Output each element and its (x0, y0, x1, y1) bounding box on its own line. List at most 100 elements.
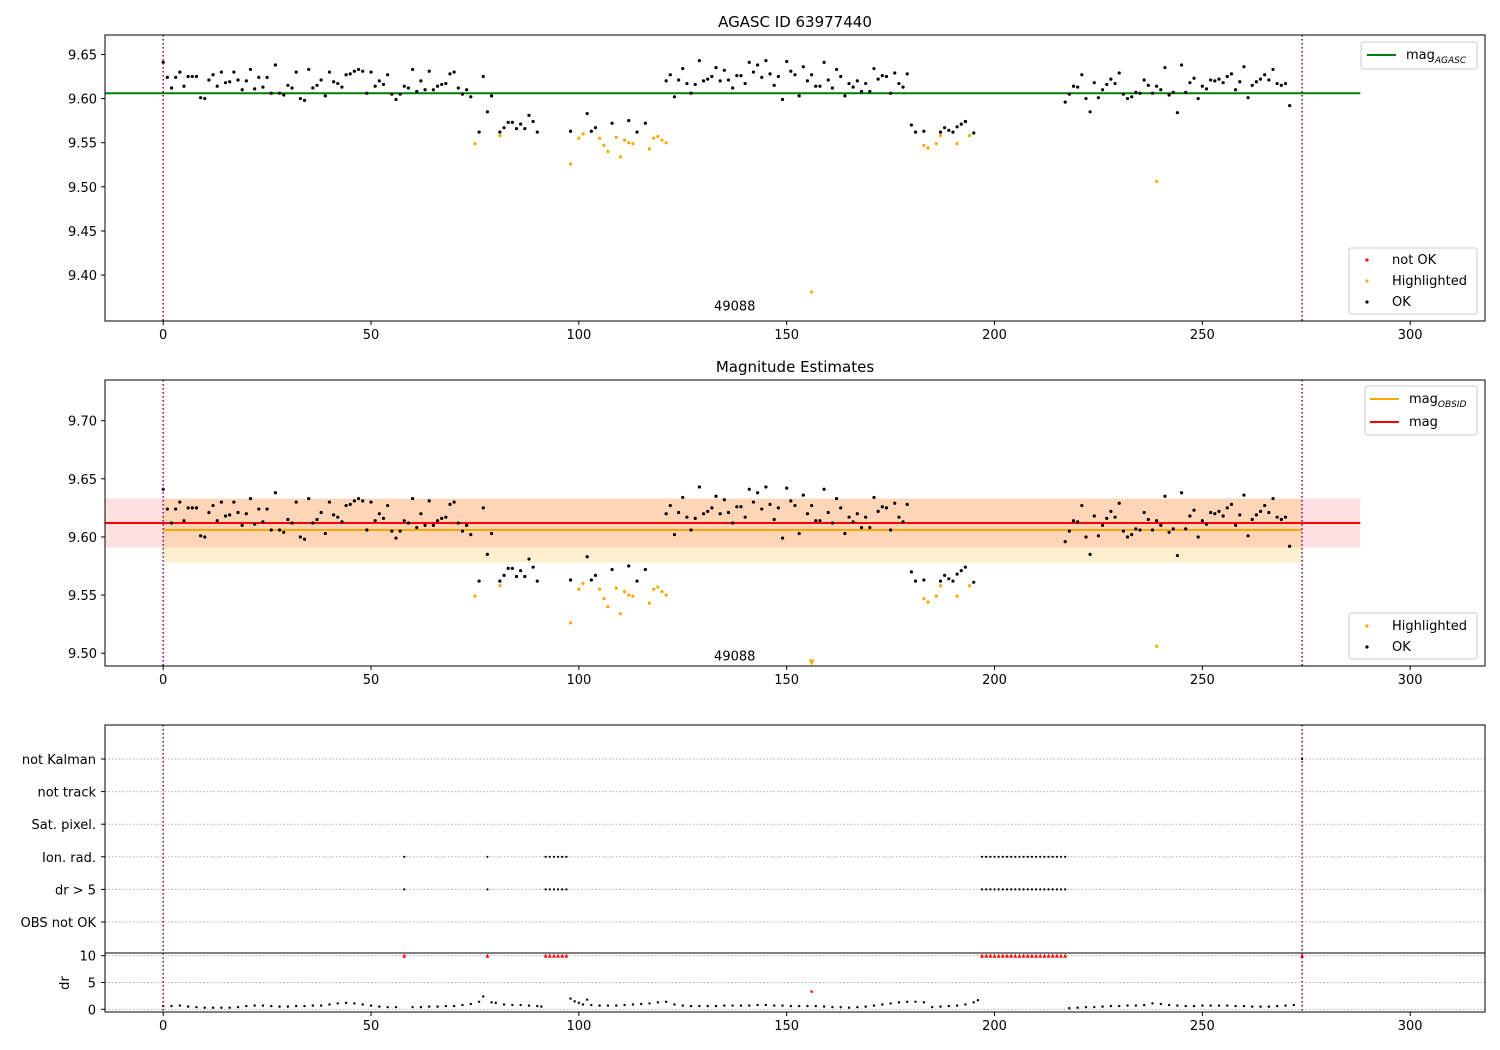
highlighted-point (967, 134, 972, 138)
dr-point (897, 1001, 901, 1004)
ok-point (398, 529, 402, 533)
magnitude-x-tick-label: 50 (363, 673, 380, 688)
dr-point (295, 1004, 298, 1008)
ok-point (718, 512, 722, 516)
ok-point (959, 122, 963, 126)
ok-point (265, 507, 269, 511)
highlighted-point (660, 589, 664, 594)
dr-point (1292, 1003, 1295, 1007)
flags-x-tick-label: 0 (159, 1019, 167, 1034)
agasc-points-legend: not OK Highlighted OK (1348, 247, 1478, 315)
ok-point (423, 523, 427, 527)
dr-point (1217, 1004, 1221, 1007)
flag-marker (1034, 855, 1038, 858)
ok-point (851, 520, 855, 524)
ok-point (951, 579, 955, 583)
dr-point (1284, 1004, 1287, 1007)
ok-point (1155, 84, 1159, 88)
dr-clipped-marker (564, 953, 569, 958)
legend-label-highlighted: Highlighted (1392, 619, 1467, 634)
dr-point (1209, 1004, 1212, 1007)
ok-point (1209, 510, 1213, 515)
ok-point (199, 96, 203, 100)
highlighted-point (652, 136, 656, 140)
ok-point (672, 95, 677, 99)
highlighted-point (606, 605, 610, 609)
ok-point (348, 72, 352, 76)
ok-point (685, 81, 689, 86)
ok-point (219, 500, 223, 504)
ok-point (959, 569, 963, 573)
ok-point (972, 131, 976, 135)
ok-point (834, 496, 839, 501)
ok-point (1196, 535, 1200, 539)
ok-point (805, 79, 810, 83)
flag-marker (989, 855, 992, 858)
ok-point (810, 503, 814, 508)
ok-point (427, 69, 431, 73)
ok-point (1142, 510, 1146, 515)
ok-point (531, 119, 535, 124)
ok-point (182, 519, 186, 523)
highlighted-point (614, 135, 618, 139)
ok-point (1254, 80, 1258, 84)
ok-point (697, 485, 701, 489)
ok-point (893, 71, 897, 75)
magnitude-panel-title: Magnitude Estimates (716, 358, 874, 376)
dr-clipped-marker (1063, 953, 1068, 958)
ok-point (772, 517, 776, 522)
ok-point (801, 493, 805, 497)
flag-marker (980, 855, 984, 858)
ok-point (1217, 509, 1221, 513)
ok-point (336, 81, 340, 86)
ok-point (1179, 63, 1184, 67)
dr-point (581, 1003, 585, 1006)
ok-point (1288, 104, 1292, 108)
ok-point (714, 494, 718, 498)
ok-point (440, 516, 444, 520)
magnitude-estimates-panel: Magnitude Estimates 49088 0 50 100 150 200 250… (68, 358, 1486, 688)
dr-point (964, 1003, 967, 1006)
ok-point (780, 97, 785, 102)
ok-point (1092, 514, 1096, 518)
flags-x-tick-label: 100 (566, 1019, 591, 1034)
highlighted-point (602, 596, 606, 601)
ok-point (365, 91, 369, 95)
highlighted-point (955, 141, 959, 146)
flag-marker (1026, 888, 1029, 891)
ok-point (913, 130, 918, 134)
ok-point (701, 512, 706, 516)
highlighted-point (568, 162, 573, 166)
highlighted-point (660, 138, 664, 142)
legend-marker-highlighted (1365, 624, 1369, 628)
ok-point (710, 506, 714, 510)
ok-point (726, 510, 731, 515)
ok-point (465, 88, 469, 92)
ok-point (319, 510, 323, 515)
dr-point (872, 1004, 876, 1007)
ok-point (1225, 506, 1229, 510)
ok-point (452, 500, 456, 504)
dr-point (452, 1004, 456, 1008)
ok-point (207, 78, 211, 82)
dr-point (482, 995, 485, 998)
ok-point (1159, 88, 1163, 92)
ok-point (481, 506, 485, 510)
ok-point (523, 574, 527, 579)
dr-point (839, 1005, 842, 1009)
ok-point (1138, 91, 1142, 95)
dr-point (673, 1003, 676, 1006)
ok-point (589, 129, 593, 133)
highlighted-point (656, 585, 660, 589)
ok-point (257, 75, 261, 79)
ok-point (340, 85, 344, 89)
dr-point (1176, 1004, 1179, 1007)
ok-point (706, 77, 710, 81)
dr-point (361, 1003, 364, 1006)
magnitude-y-tick-label: 9.65 (68, 473, 97, 488)
ok-point (352, 499, 356, 503)
dr-point (756, 1003, 759, 1007)
ok-point (440, 82, 444, 87)
dr-point (278, 1005, 281, 1008)
